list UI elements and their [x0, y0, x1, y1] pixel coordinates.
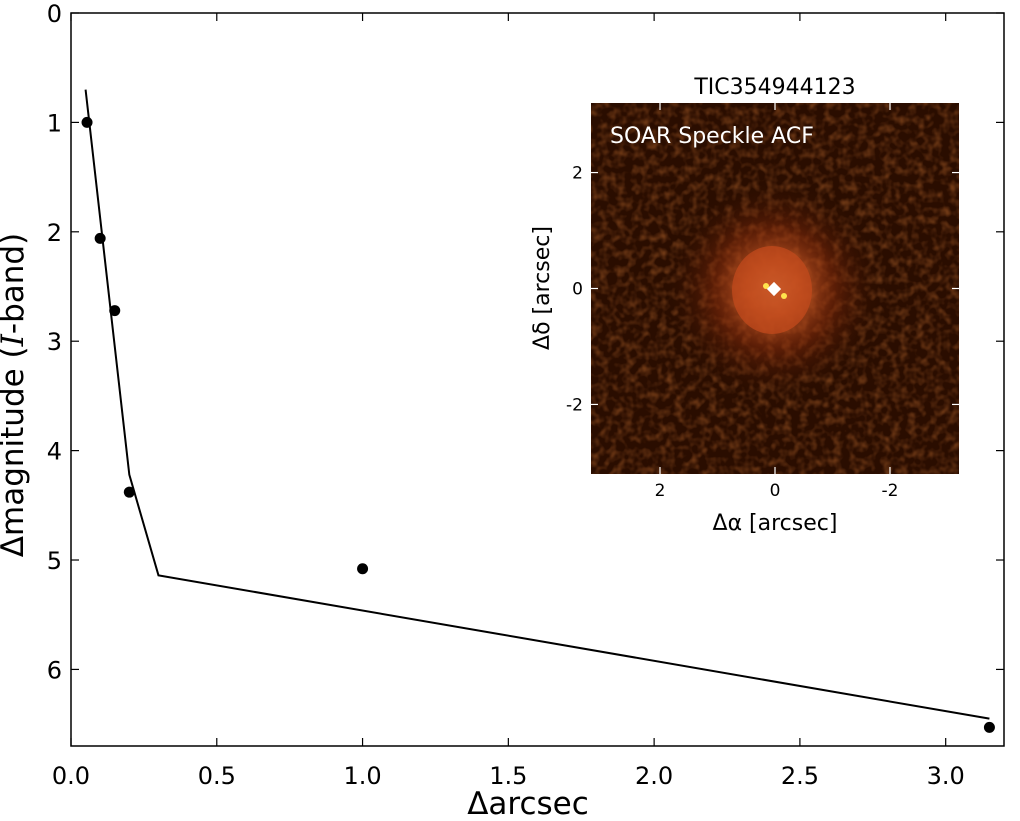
contrast-curve-line — [84, 89, 990, 720]
acf-peak-left — [763, 283, 769, 289]
acf-core — [766, 281, 782, 297]
inset-annotation: SOAR Speckle ACF — [610, 124, 814, 149]
x-tick-label: 2.5 — [781, 762, 819, 790]
y-tick-label: 4 — [47, 438, 62, 466]
inset-x-tick-label: -2 — [882, 481, 899, 501]
x-tick-label: 1.0 — [343, 762, 381, 790]
y-axis-label-suffix: -band) — [0, 233, 31, 334]
main-plot-frame — [70, 12, 1005, 747]
inset-x-tick-label: 0 — [770, 481, 781, 501]
inset-y-axis-label: Δδ [arcsec] — [530, 226, 555, 350]
data-point — [357, 563, 369, 575]
x-tick-label: 0.0 — [52, 762, 90, 790]
y-tick-label: 0 — [47, 0, 62, 28]
y-axis-label-prefix: Δmagnitude ( — [0, 346, 31, 557]
inset-y-tick-label: -2 — [566, 395, 583, 415]
inset-y-tick-label: 2 — [572, 164, 583, 184]
main-axis-tick-labels: 0.0 0.5 1.0 1.5 2.0 2.5 3.0 0 1 2 3 4 5 6 — [47, 0, 965, 790]
y-axis-label: Δmagnitude (I-band) — [0, 233, 31, 557]
x-tick-label: 1.5 — [489, 762, 527, 790]
y-tick-label: 5 — [47, 547, 62, 575]
acf-peak-right — [781, 293, 787, 299]
y-tick-label: 6 — [47, 656, 62, 684]
y-tick-label: 2 — [47, 219, 62, 247]
speckle-acf-inset: TIC354944123 SOAR Speckle ACF 2 0 -2 2 0 -2 Δ… — [530, 75, 959, 536]
y-tick-label: 3 — [47, 328, 62, 356]
y-axis-label-italic: I — [0, 333, 31, 347]
inset-x-tick-label: 2 — [655, 481, 666, 501]
main-axis-ticks — [70, 12, 1004, 746]
data-point — [109, 305, 121, 317]
y-tick-label: 1 — [47, 109, 62, 137]
inset-y-tick-label: 0 — [572, 280, 583, 300]
inset-x-axis-label: Δα [arcsec] — [713, 511, 838, 536]
measured-points — [81, 116, 995, 733]
x-tick-label: 2.0 — [635, 762, 673, 790]
inset-axis-tick-labels: 2 0 -2 2 0 -2 — [566, 164, 898, 501]
inset-axis-ticks — [591, 103, 959, 474]
data-point — [983, 721, 995, 733]
inset-title: TIC354944123 — [693, 75, 855, 100]
acf-image: SOAR Speckle ACF — [591, 103, 959, 474]
data-point — [123, 486, 135, 498]
data-point — [94, 232, 106, 244]
x-axis-label: Δarcsec — [467, 786, 589, 821]
x-tick-label: 3.0 — [927, 762, 965, 790]
x-tick-label: 0.5 — [198, 762, 236, 790]
data-point — [81, 116, 93, 128]
